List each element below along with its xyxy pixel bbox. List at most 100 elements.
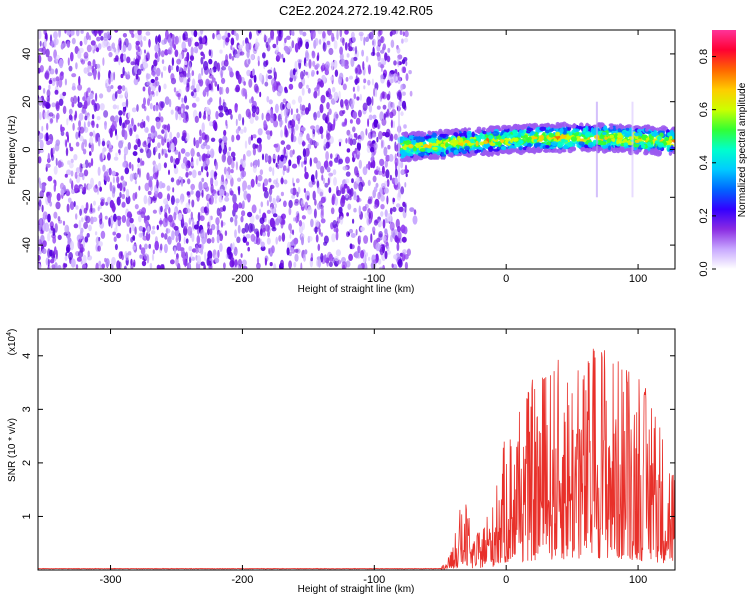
noise-mark	[296, 191, 299, 198]
signal-mark	[636, 149, 642, 153]
noise-mark	[299, 103, 302, 111]
noise-mark	[290, 132, 294, 143]
noise-mark	[101, 263, 106, 269]
noise-mark	[344, 99, 348, 107]
noise-mark	[185, 208, 191, 214]
noise-mark	[342, 37, 345, 46]
signal-mark	[412, 156, 419, 161]
noise-mark	[261, 231, 266, 237]
signal-mark	[549, 128, 554, 132]
noise-mark	[208, 83, 212, 91]
signal-mark	[659, 132, 664, 138]
noise-mark	[38, 263, 41, 269]
noise-mark	[91, 30, 95, 34]
noise-mark	[147, 197, 151, 206]
noise-mark	[58, 98, 64, 107]
noise-mark	[188, 217, 192, 225]
noise-mark	[158, 220, 164, 225]
noise-mark	[91, 45, 95, 51]
noise-mark	[129, 127, 133, 137]
noise-mark	[71, 180, 74, 190]
noise-mark	[104, 215, 108, 220]
noise-mark	[376, 136, 379, 143]
noise-mark	[66, 169, 72, 176]
noise-mark	[210, 183, 214, 194]
noise-mark	[73, 223, 79, 229]
noise-mark	[365, 163, 370, 169]
noise-mark	[97, 166, 101, 176]
noise-mark	[373, 88, 376, 97]
noise-mark	[289, 234, 292, 239]
noise-mark	[404, 261, 408, 269]
noise-mark	[64, 78, 67, 86]
noise-mark	[70, 30, 75, 36]
noise-mark	[52, 147, 55, 155]
noise-mark	[118, 251, 123, 259]
noise-mark	[316, 84, 320, 90]
noise-mark	[48, 112, 54, 117]
noise-mark	[333, 91, 339, 102]
noise-mark	[228, 146, 232, 152]
noise-mark	[155, 90, 159, 97]
noise-mark	[304, 249, 308, 255]
signal-mark	[556, 143, 564, 149]
noise-mark	[173, 36, 178, 46]
noise-mark	[283, 200, 287, 208]
noise-mark	[271, 245, 275, 254]
colorbar-gradient	[712, 30, 736, 269]
noise-mark	[83, 121, 86, 132]
noise-mark	[306, 84, 309, 89]
noise-mark	[298, 225, 304, 234]
noise-mark	[326, 166, 331, 173]
noise-mark	[225, 86, 230, 94]
noise-mark	[267, 75, 273, 80]
noise-mark	[380, 92, 383, 100]
noise-mark	[200, 30, 204, 35]
noise-mark	[170, 65, 174, 71]
noise-mark	[185, 151, 190, 157]
noise-mark	[247, 184, 252, 190]
noise-mark	[77, 50, 82, 59]
noise-mark	[252, 147, 256, 156]
noise-mark	[198, 181, 203, 191]
noise-mark	[368, 104, 373, 113]
noise-mark	[381, 235, 387, 241]
noise-mark	[304, 147, 310, 157]
noise-mark	[220, 69, 223, 79]
noise-mark	[276, 81, 280, 86]
noise-mark	[389, 174, 393, 181]
noise-mark	[303, 188, 306, 193]
noise-mark	[297, 135, 303, 145]
noise-mark	[348, 137, 351, 145]
noise-mark	[156, 224, 159, 231]
signal-mark	[427, 144, 432, 149]
noise-mark	[368, 212, 371, 220]
signal-mark	[461, 150, 467, 155]
noise-mark	[400, 186, 405, 195]
noise-mark	[141, 160, 145, 166]
noise-mark	[385, 169, 390, 179]
noise-mark	[237, 177, 242, 182]
noise-mark	[382, 104, 387, 110]
signal-mark	[662, 139, 667, 144]
noise-mark	[328, 253, 334, 262]
noise-mark	[322, 31, 326, 39]
noise-mark	[164, 204, 170, 210]
signal-mark	[516, 149, 523, 153]
noise-mark	[372, 254, 376, 261]
noise-mark	[166, 193, 171, 202]
noise-mark	[202, 53, 206, 60]
noise-mark	[298, 220, 303, 227]
noise-mark	[362, 206, 367, 212]
noise-mark	[82, 254, 87, 265]
noise-mark	[199, 215, 205, 222]
noise-mark	[58, 30, 61, 38]
noise-mark	[290, 188, 294, 195]
noise-mark	[281, 232, 286, 242]
signal-mark	[625, 127, 630, 131]
noise-mark	[150, 125, 156, 134]
noise-mark	[143, 97, 146, 106]
noise-mark	[333, 176, 337, 186]
noise-mark	[80, 59, 86, 65]
noise-mark	[176, 58, 182, 65]
